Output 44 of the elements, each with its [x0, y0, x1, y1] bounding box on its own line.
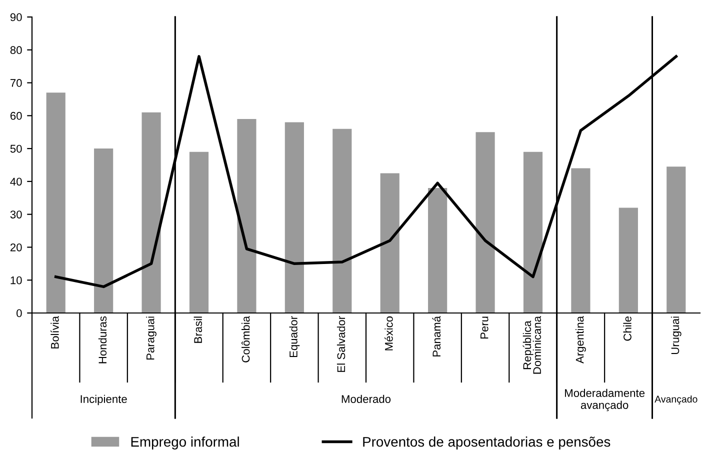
y-tick-label: 60: [10, 112, 22, 120]
bar: [571, 168, 590, 313]
y-tick-label: 30: [10, 210, 22, 218]
y-tick-label: 40: [10, 178, 22, 186]
y-tick-label: 20: [10, 243, 22, 252]
x-tick-label: El Salvador: [336, 316, 346, 372]
y-tick-label: 80: [10, 46, 22, 54]
bar: [380, 173, 400, 313]
text: Avançado: [654, 395, 698, 405]
bar: [523, 152, 543, 313]
text: Moderadamente avançado: [565, 388, 645, 412]
x-tick-label: Equador: [289, 316, 300, 358]
y-tick-label: 50: [10, 144, 22, 153]
text: Moderado: [342, 394, 391, 403]
x-tick-label: Peru: [480, 316, 488, 339]
x-tick-label: México: [384, 316, 393, 350]
y-tick-label: 70: [10, 79, 22, 87]
x-tick-label: Argentina: [576, 316, 586, 364]
y-tick-label: 90: [10, 13, 22, 22]
x-tick-label: Bolívia: [50, 316, 59, 348]
bar: [666, 166, 686, 313]
y-tick-label: 10: [10, 276, 22, 284]
x-tick-label: Paraguai: [146, 316, 156, 360]
bar: [618, 208, 638, 313]
bar: [94, 148, 114, 313]
x-tick-label: Panamá: [432, 316, 441, 356]
x-tick-label: Colômbia: [242, 316, 250, 362]
bar: [476, 132, 495, 313]
bar: [142, 112, 161, 313]
x-tick-label: Chile: [623, 316, 632, 341]
x-tick-label: República Dominicana: [522, 316, 542, 374]
bar: [332, 128, 352, 313]
x-tick-label: Brasil: [194, 316, 202, 343]
bar: [284, 122, 304, 313]
legend-label: Emprego informal: [131, 436, 239, 450]
y-tick-label: 0: [16, 309, 22, 318]
x-tick-label: Honduras: [98, 316, 107, 364]
bar: [189, 152, 209, 313]
bar: [428, 188, 448, 313]
bar: [46, 92, 66, 313]
bar: [237, 118, 256, 313]
x-tick-label: Uruguai: [670, 316, 682, 354]
legend-label: Proventos de aposentadorias e pensões: [363, 436, 610, 450]
text: Incipiente: [80, 394, 127, 406]
